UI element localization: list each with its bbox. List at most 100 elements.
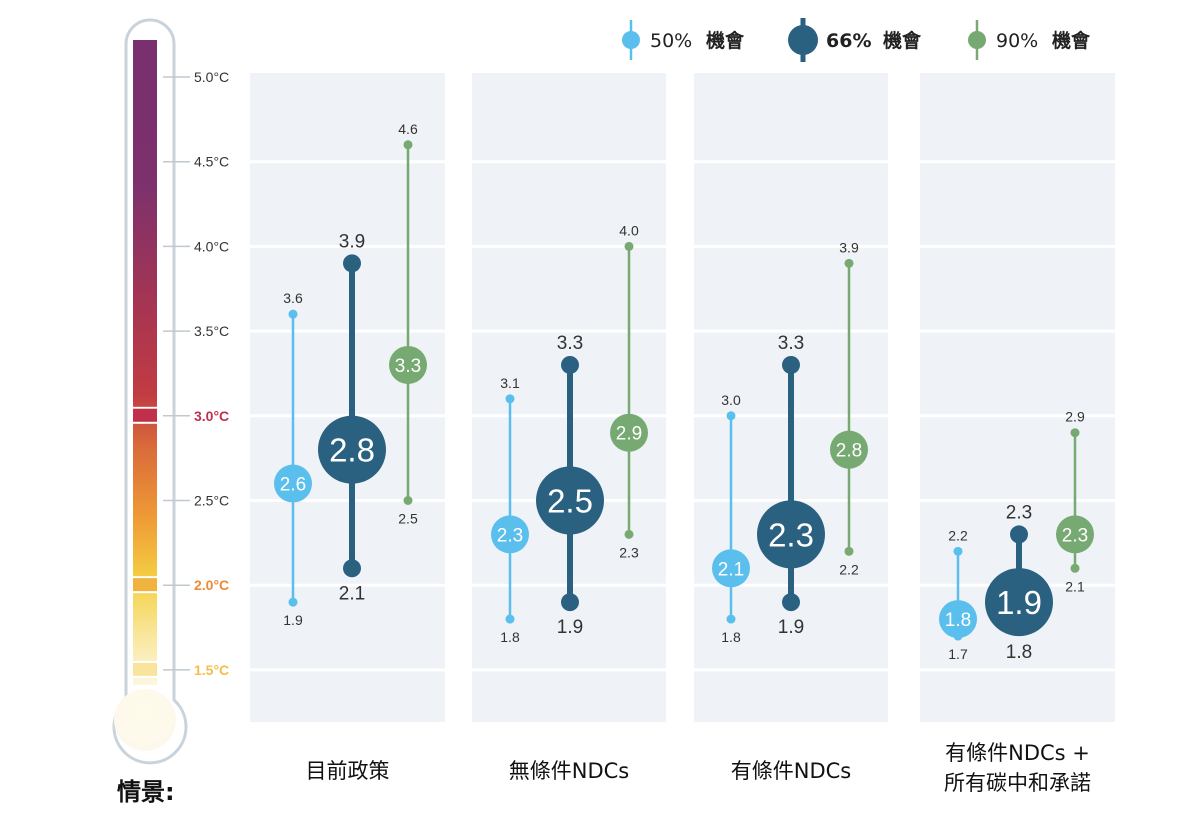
- range-mark-p66: 2.3 1.8 1.9: [985, 502, 1053, 663]
- high-value-label: 2.2: [948, 527, 968, 543]
- low-endpoint: [403, 496, 413, 505]
- central-value-label: 1.8: [945, 610, 971, 631]
- low-value-label: 1.8: [1006, 642, 1032, 663]
- low-value-label: 1.9: [557, 617, 583, 638]
- y-tick-label: 4.0°C: [194, 238, 229, 254]
- low-value-label: 1.9: [778, 617, 804, 638]
- central-value-label: 2.3: [768, 516, 814, 553]
- low-value-label: 1.8: [721, 629, 741, 645]
- legend-90-label: 機會: [1052, 29, 1091, 52]
- category-label: 有條件NDCs: [731, 759, 851, 783]
- legend-66-label: 機會: [883, 29, 922, 52]
- central-estimate-dot: [830, 430, 868, 469]
- thermo-band: [133, 408, 157, 422]
- y-tick-label: 5.0°C: [194, 69, 229, 85]
- low-endpoint: [288, 597, 298, 607]
- category-label: 無條件NDCs: [509, 759, 629, 783]
- legend-50-label: 機會: [706, 29, 745, 52]
- central-estimate-dot: [274, 464, 312, 503]
- legend-66-pct: 66%: [826, 30, 871, 52]
- thermo-band: [133, 662, 157, 676]
- central-estimate-dot: [389, 345, 427, 384]
- low-value-label: 2.2: [839, 561, 859, 577]
- low-endpoint: [1070, 563, 1080, 573]
- low-value-label: 2.5: [398, 511, 418, 527]
- panel-background: [250, 73, 445, 722]
- low-value-label: 1.8: [500, 629, 520, 645]
- low-endpoint: [561, 593, 579, 612]
- central-value-label: 2.8: [836, 441, 862, 462]
- y-tick-label: 1.5°C: [194, 662, 229, 678]
- high-value-label: 2.9: [1065, 409, 1085, 425]
- legend-item-66: 66% 機會: [788, 18, 922, 62]
- thermometer-bulb: [114, 689, 176, 751]
- central-estimate-dot: [1056, 515, 1094, 554]
- y-axis: 5.0°C 4.5°C 4.0°C 3.5°C 3.0°C 2.5°C 2.0°C 1.5°C: [163, 69, 229, 678]
- high-value-label: 3.3: [778, 333, 804, 354]
- high-endpoint: [953, 546, 963, 556]
- central-value-label: 2.6: [280, 475, 306, 496]
- thermo-band-sep: [133, 421, 157, 424]
- high-endpoint: [343, 254, 361, 273]
- category-label: 有條件NDCs +: [945, 741, 1090, 765]
- low-value-label: 1.9: [283, 612, 303, 628]
- legend-50-pct: 50%: [650, 30, 692, 52]
- high-endpoint: [844, 258, 854, 268]
- thermo-band-sep: [133, 660, 157, 663]
- central-value-label: 2.5: [547, 483, 593, 520]
- low-value-label: 1.7: [948, 646, 968, 662]
- high-value-label: 2.3: [1006, 502, 1032, 523]
- high-endpoint: [561, 355, 579, 374]
- scenario-label: 情景:: [117, 778, 175, 806]
- y-tick-label: 2.5°C: [194, 493, 229, 509]
- legend: 50% 機會 66% 機會 90% 機會: [622, 18, 1091, 62]
- central-value-label: 2.1: [718, 559, 744, 580]
- category-label: 目前政策: [306, 759, 390, 783]
- range-mark-p66: 3.9 2.1 2.8: [318, 231, 386, 604]
- high-value-label: 3.0: [721, 392, 741, 408]
- low-endpoint: [844, 546, 854, 556]
- range-mark-p66: 3.3 1.9 2.5: [536, 333, 604, 638]
- high-endpoint: [782, 355, 800, 374]
- high-endpoint: [624, 241, 634, 251]
- range-mark-p66: 3.3 1.9 2.3: [757, 333, 825, 638]
- low-endpoint: [505, 614, 515, 624]
- low-value-label: 2.3: [619, 544, 639, 560]
- high-value-label: 3.9: [339, 231, 365, 252]
- y-tick-label: 3.0°C: [194, 408, 229, 424]
- range-mark-p90: 4.6 2.5 3.3: [389, 121, 427, 527]
- y-tick-label: 3.5°C: [194, 323, 229, 339]
- central-estimate-dot: [491, 515, 529, 554]
- range-mark-p90: 2.9 2.1 2.3: [1056, 409, 1094, 594]
- thermo-band: [133, 578, 157, 592]
- low-endpoint: [726, 614, 736, 624]
- central-estimate-dot: [536, 466, 604, 535]
- range-mark-p90: 4.0 2.3 2.9: [610, 222, 648, 560]
- central-estimate-dot: [712, 549, 750, 588]
- thermo-band-sep: [133, 576, 157, 579]
- thermo-band-sep: [133, 591, 157, 594]
- thermo-band-sep: [133, 675, 157, 678]
- low-value-label: 2.1: [1065, 578, 1085, 594]
- high-value-label: 3.9: [839, 239, 859, 255]
- central-estimate-dot: [985, 568, 1053, 637]
- high-value-label: 3.1: [500, 375, 520, 391]
- central-value-label: 2.9: [616, 424, 642, 445]
- y-tick-label: 2.0°C: [194, 577, 229, 593]
- series-marks: 3.6 1.9 2.6 3.1 1.8 2.3 3.0 1.8 2.1 2.2 1.7 1.8 3.9 2…: [274, 121, 1094, 663]
- category-labels: 目前政策 無條件NDCs 有條件NDCs 有條件NDCs + 所有碳中和承諾: [306, 741, 1092, 795]
- y-tick-label: 4.5°C: [194, 154, 229, 170]
- legend-50-dot: [622, 31, 640, 49]
- range-mark-p90: 3.9 2.2 2.8: [830, 239, 868, 577]
- high-endpoint: [505, 394, 515, 404]
- high-endpoint: [1010, 525, 1028, 544]
- central-estimate-dot: [610, 413, 648, 452]
- category-label: 所有碳中和承諾: [944, 771, 1091, 795]
- central-value-label: 2.3: [497, 525, 523, 546]
- scenario-panels: [250, 73, 1115, 722]
- legend-90-dot: [968, 31, 986, 49]
- high-endpoint: [726, 411, 736, 421]
- central-value-label: 1.9: [996, 584, 1042, 621]
- legend-90-pct: 90%: [996, 30, 1038, 52]
